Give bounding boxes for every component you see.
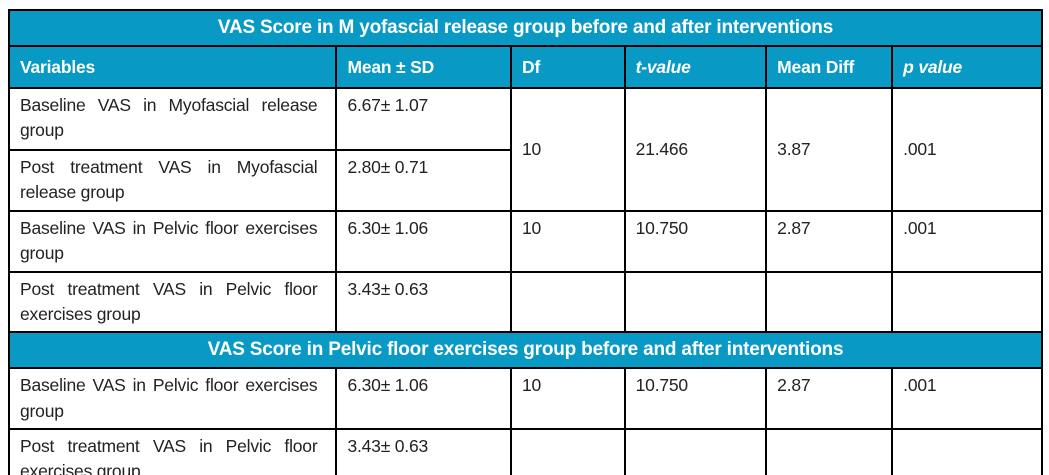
section2-title: VAS Score in Pelvic floor exercises grou… (8, 331, 1043, 370)
col-header-mean-sd: Mean ± SD (335, 45, 513, 89)
cell-variable: Baseline VAS in Pelvic floor exercises g… (7, 367, 338, 430)
table-row: Post treatment VAS in Pelvic floor exerc… (7, 270, 1043, 334)
cell-t-value: 21.466 (623, 87, 768, 212)
cell-mean-sd: 6.30± 1.06 (335, 367, 513, 430)
vas-score-table: VAS Score in M yofascial release group b… (7, 9, 1043, 475)
col-header-mean-diff: Mean Diff (765, 45, 894, 89)
cell-df: 10 (510, 367, 626, 430)
cell-mean-sd: 6.67± 1.07 (335, 87, 513, 151)
section1-title-row: VAS Score in M yofascial release group b… (8, 9, 1043, 47)
cell-t-value: 10.750 (623, 209, 768, 273)
cell-variable: Post treatment VAS in Pelvic floor exerc… (7, 270, 338, 334)
cell-mean-sd: 3.43± 0.63 (335, 428, 513, 475)
col-header-p-value: p value (891, 45, 1043, 89)
cell-df: 10 (510, 87, 626, 212)
cell-df (510, 270, 626, 334)
cell-p-value (891, 270, 1043, 334)
col-header-t-value: t-value (623, 45, 768, 89)
cell-mean-diff (765, 428, 894, 475)
section1-title: VAS Score in M yofascial release group b… (8, 9, 1043, 47)
document-page: VAS Score in M yofascial release group b… (0, 9, 1049, 475)
cell-mean-sd: 3.43± 0.63 (335, 270, 513, 334)
cell-variable: Post treatment VAS in Myofascial release… (7, 149, 338, 212)
cell-t-value: 10.750 (623, 367, 768, 430)
cell-df: 10 (510, 209, 626, 273)
cell-p-value: .001 (891, 367, 1043, 430)
cell-mean-sd: 2.80± 0.71 (335, 149, 513, 212)
table-row: Baseline VAS in Pelvic floor exercises g… (7, 367, 1043, 430)
cell-mean-diff: 2.87 (765, 367, 894, 430)
cell-mean-sd: 6.30± 1.06 (335, 209, 513, 273)
cell-t-value (623, 270, 768, 334)
cell-mean-diff (765, 270, 894, 334)
cell-p-value: .001 (891, 209, 1043, 273)
cell-variable: Post treatment VAS in Pelvic floor exerc… (7, 428, 338, 475)
col-header-df: Df (510, 45, 626, 89)
table-header-row: Variables Mean ± SD Df t-value Mean Diff… (7, 45, 1043, 89)
cell-df (510, 428, 626, 475)
table-row: Baseline VAS in Myofascial release group… (7, 87, 1043, 212)
section2-title-row: VAS Score in Pelvic floor exercises grou… (8, 331, 1043, 370)
cell-variable: Baseline VAS in Pelvic floor exercises g… (7, 209, 338, 273)
cell-variable: Baseline VAS in Myofascial release group (7, 87, 338, 151)
cell-mean-diff: 3.87 (765, 87, 894, 212)
cell-t-value (623, 428, 768, 475)
table-row: Baseline VAS in Pelvic floor exercises g… (7, 209, 1043, 273)
cell-p-value: .001 (891, 87, 1043, 212)
col-header-variables: Variables (7, 45, 338, 89)
cell-p-value (891, 428, 1043, 475)
table-row: Post treatment VAS in Myofascial release… (7, 149, 1042, 212)
cell-mean-diff: 2.87 (765, 209, 894, 273)
table-row: Post treatment VAS in Pelvic floor exerc… (7, 428, 1043, 475)
